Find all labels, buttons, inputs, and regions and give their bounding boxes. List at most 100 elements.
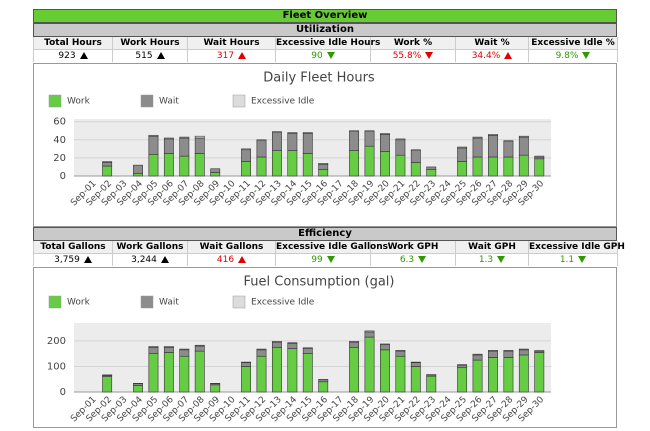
bar (396, 140, 405, 155)
bar (257, 356, 266, 392)
bar (411, 362, 420, 363)
bar (241, 363, 250, 367)
bar (427, 376, 436, 392)
bar (519, 350, 528, 355)
bar (349, 347, 358, 392)
bar (457, 162, 466, 176)
kpi-cell: 3,759 (34, 254, 113, 267)
bar (149, 347, 158, 348)
bar (396, 155, 405, 176)
bar (257, 140, 266, 141)
kpi-cell: 9.8% (529, 50, 618, 63)
bar (473, 360, 482, 392)
kpi-value: 416 (217, 255, 234, 265)
bar (180, 350, 189, 356)
bar (272, 347, 281, 392)
bar (164, 138, 173, 139)
trend-arrow (327, 52, 335, 59)
bar (349, 151, 358, 176)
kpi-label: Wait % (456, 37, 529, 50)
trend-arrow (84, 256, 92, 263)
bar (195, 138, 204, 153)
bar (164, 139, 173, 153)
bar (488, 358, 497, 393)
bar (457, 365, 466, 368)
kpi-value: 515 (135, 51, 152, 61)
kpi-label: Wait GPH (456, 241, 529, 254)
bar (519, 349, 528, 350)
bar (319, 170, 328, 176)
bar (180, 138, 189, 156)
bar (504, 358, 513, 393)
kpi-label: Total Gallons (34, 241, 113, 254)
kpi-label: Wait Gallons (188, 241, 276, 254)
legend-label: Excessive Idle (251, 97, 315, 107)
bar (272, 342, 281, 347)
kpi-value: 1.3 (479, 255, 493, 265)
bar (519, 155, 528, 176)
bar (272, 341, 281, 342)
bar (149, 354, 158, 392)
bar (504, 141, 513, 142)
bar (288, 133, 297, 150)
bar (303, 133, 312, 153)
legend-swatch (49, 95, 61, 107)
bar (257, 157, 266, 176)
bar (380, 152, 389, 176)
bar (380, 350, 389, 392)
trend-arrow (157, 52, 165, 59)
kpi-label: Excessive Idle GPH (529, 241, 618, 254)
bar (303, 133, 312, 134)
y-tick-label: 200 (47, 336, 66, 347)
bar (180, 156, 189, 176)
bar (380, 134, 389, 151)
bar (349, 342, 358, 347)
kpi-label: Excessive Idle Gallons (276, 241, 371, 254)
bar (396, 351, 405, 356)
bar (365, 337, 374, 392)
section-title: Efficiency (33, 227, 617, 241)
bar (504, 350, 513, 351)
kpi-cell: 923 (34, 50, 113, 63)
trend-arrow (80, 52, 88, 59)
bar (504, 157, 513, 176)
legend-label: Work (67, 298, 91, 308)
kpi-label: Excessive Idle % (529, 37, 618, 50)
legend-swatch (141, 296, 153, 308)
bar (272, 132, 281, 133)
bar (164, 347, 173, 352)
trend-arrow (578, 256, 586, 263)
kpi-value: 923 (58, 51, 75, 61)
bar (149, 347, 158, 353)
bar (103, 162, 112, 166)
bar (211, 172, 220, 176)
bar (257, 349, 266, 350)
bar (195, 346, 204, 351)
trend-arrow (497, 256, 505, 263)
bar (473, 137, 482, 138)
kpi-cell: 515 (113, 50, 188, 63)
bar (488, 134, 497, 135)
bar (380, 345, 389, 350)
bar (149, 135, 158, 136)
bar (211, 385, 220, 392)
bar (488, 157, 497, 176)
bar (241, 149, 250, 150)
bar (241, 366, 250, 392)
bar (380, 133, 389, 134)
kpi-label: Work % (371, 37, 456, 50)
chart-title: Fuel Consumption (gal) (244, 275, 395, 290)
bar (133, 165, 142, 173)
page-title: Fleet Overview (33, 9, 617, 23)
bar (427, 167, 436, 170)
bar (195, 351, 204, 392)
bar (288, 133, 297, 134)
kpi-cell: 317 (188, 50, 276, 63)
kpi-cell: 416 (188, 254, 276, 267)
kpi-value: 34.4% (472, 51, 501, 61)
